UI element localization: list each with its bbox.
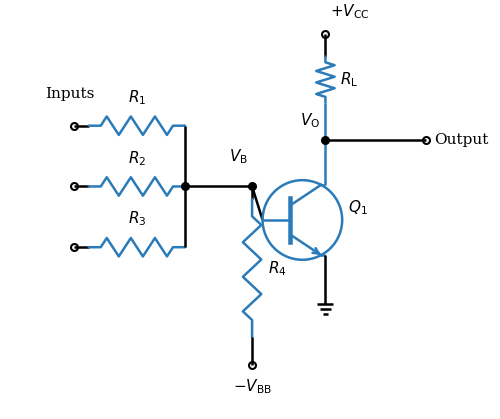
Text: $R_2$: $R_2$ xyxy=(128,149,146,168)
Text: $V_{\mathsf{O}}$: $V_{\mathsf{O}}$ xyxy=(300,111,320,130)
Text: $R_{\mathsf{L}}$: $R_{\mathsf{L}}$ xyxy=(340,70,358,89)
Text: Output: Output xyxy=(434,133,488,147)
Text: $R_1$: $R_1$ xyxy=(128,88,146,107)
Text: $R_3$: $R_3$ xyxy=(128,210,146,228)
Text: $+V_{\mathsf{CC}}$: $+V_{\mathsf{CC}}$ xyxy=(330,2,369,21)
Text: $V_{\mathsf{B}}$: $V_{\mathsf{B}}$ xyxy=(229,147,248,166)
Text: $-V_{\mathsf{BB}}$: $-V_{\mathsf{BB}}$ xyxy=(232,377,272,396)
Text: $R_4$: $R_4$ xyxy=(268,259,286,277)
Text: Inputs: Inputs xyxy=(44,87,94,101)
Text: $Q_1$: $Q_1$ xyxy=(348,199,368,217)
